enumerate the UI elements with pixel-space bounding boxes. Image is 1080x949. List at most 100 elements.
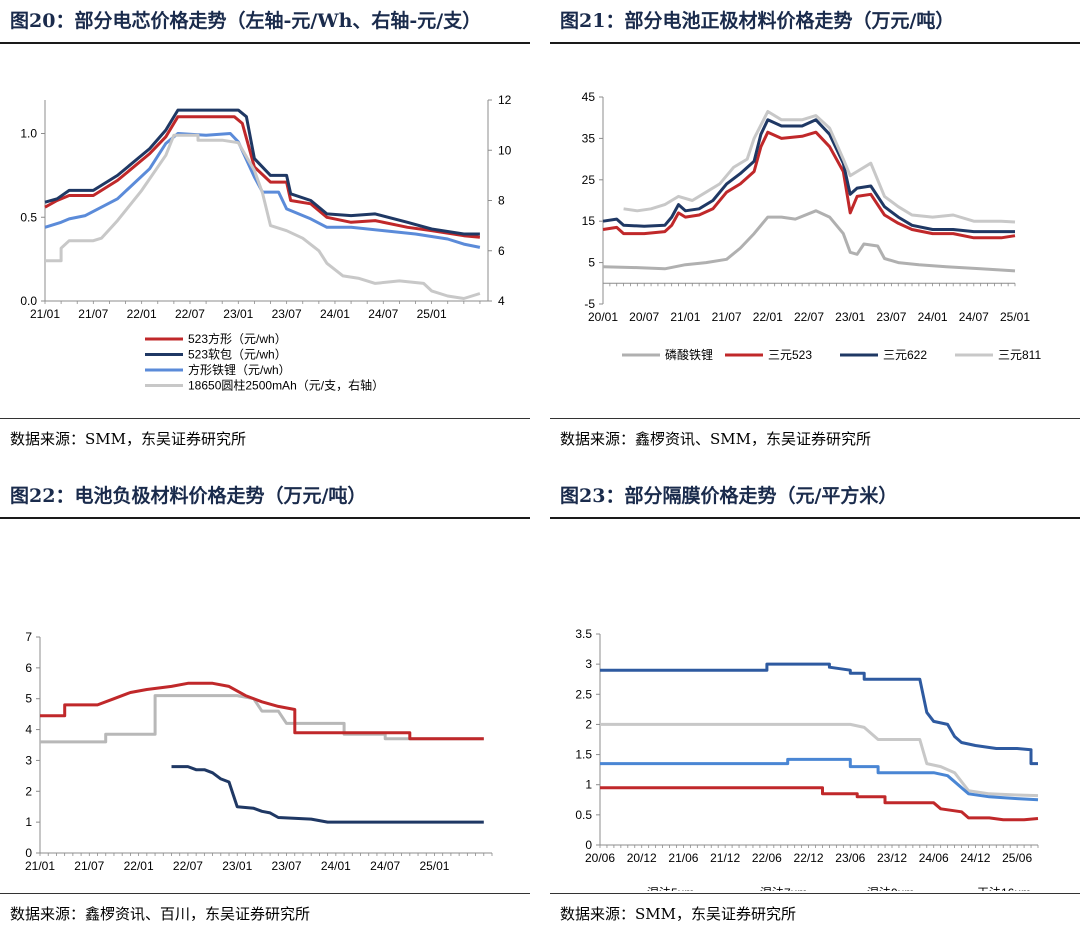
- title-rule: [550, 517, 1080, 519]
- legend-label-0: 523方形（元/wh）: [188, 331, 287, 346]
- series-line-0: [44, 115, 481, 239]
- chart-23-svg: 20/06 20/12 21/06 21/12 22/06 22/12 23/06 23/12…: [575, 627, 1039, 891]
- y-tick-label: 2: [585, 717, 592, 731]
- legend-label-3: 干法16um: [977, 886, 1031, 891]
- y-right-tick-label: 12: [498, 93, 512, 107]
- x-tick-label: 22/07: [173, 859, 203, 873]
- series-line-3: [600, 786, 1039, 822]
- x-tick-label: 21/01: [25, 859, 55, 873]
- x-tick-label: 22/01: [127, 307, 157, 321]
- y-right-tick-label: 4: [498, 294, 505, 308]
- x-tick-label: 22/01: [753, 310, 783, 324]
- legend-label-1: 523软包（元/wh）: [188, 348, 287, 362]
- source-rule: [550, 893, 1080, 894]
- y-tick-label: 5: [25, 692, 32, 706]
- legend-label-1: 湿法7um: [760, 885, 807, 891]
- chart-source: 数据来源：鑫椤资讯、SMM，东吴证券研究所: [560, 430, 871, 448]
- x-tick-label: 20/07: [629, 310, 659, 324]
- y-tick-label: 35: [582, 131, 596, 145]
- x-tick-label: 24/07: [959, 310, 989, 324]
- y-tick-label: 1: [585, 778, 592, 792]
- x-tick-label: 24/12: [960, 851, 990, 865]
- x-tick-label: 24/01: [918, 310, 948, 324]
- legend-label-2: 方形铁锂（元/wh）: [188, 362, 291, 377]
- y-tick-label: 4: [25, 723, 32, 737]
- chart-22-svg: 21/01 21/07 22/01 22/07 23/01 23/07 24/01 24/07…: [25, 630, 493, 873]
- y-right-tick-label: 8: [498, 194, 505, 208]
- y-tick-label: 7: [25, 630, 32, 644]
- x-tick-label: 20/01: [588, 310, 618, 324]
- x-tick-label: 21/01: [670, 310, 700, 324]
- x-tick-label: 21/07: [78, 307, 108, 321]
- x-tick-label: 24/06: [919, 851, 949, 865]
- chart-panel-20: 图20：部分电芯价格走势（左轴-元/Wh、右轴-元/支） 21/01 21/07 2…: [0, 0, 530, 474]
- x-tick-label: 21/07: [712, 310, 742, 324]
- x-tick-label: 25/06: [1002, 851, 1032, 865]
- x-tick-label: 23/07: [272, 307, 302, 321]
- y-tick-label: 1.5: [575, 748, 592, 762]
- chart-source: 数据来源：SMM，东吴证券研究所: [10, 430, 246, 448]
- x-tick-label: 21/06: [668, 851, 698, 865]
- y-tick-label: 1.0: [20, 127, 37, 141]
- y-tick-label: 0.5: [20, 210, 37, 224]
- series-line-3: [45, 133, 481, 300]
- x-tick-label: 25/01: [1000, 310, 1030, 324]
- legend-label-2: 湿法9um: [867, 885, 914, 891]
- y-tick-label: 0: [585, 838, 592, 852]
- source-rule: [0, 418, 530, 419]
- y-tick-label: 15: [582, 214, 596, 228]
- chart-20-svg: 21/01 21/07 22/01 22/07 23/01 23/07 24/01 24/07…: [20, 93, 512, 393]
- y-tick-label: 0.5: [575, 808, 592, 822]
- legend-label-3: 三元811: [998, 348, 1041, 362]
- legend-label-0: 磷酸铁锂: [665, 347, 713, 362]
- y-tick-label: 2.5: [575, 687, 592, 701]
- x-tick-label: 21/12: [710, 851, 740, 865]
- x-tick-label: 23/01: [223, 307, 253, 321]
- series-line-1: [44, 108, 480, 236]
- x-tick-label: 23/07: [876, 310, 906, 324]
- legend-label-0: 湿法5um: [647, 885, 694, 891]
- legend-label-2: 三元622: [883, 348, 927, 362]
- x-tick-label: 23/01: [222, 859, 252, 873]
- y-tick-label: 0.0: [20, 294, 37, 308]
- x-tick-label: 21/01: [30, 307, 60, 321]
- title-rule: [0, 42, 530, 44]
- series-line-1: [40, 681, 484, 741]
- x-tick-label: 20/06: [585, 851, 615, 865]
- chart-source: 数据来源：鑫椤资讯、百川，东吴证券研究所: [10, 905, 311, 923]
- chart-title: 图21：部分电池正极材料价格走势（万元/吨）: [560, 10, 955, 32]
- y-tick-label: 5: [588, 256, 595, 270]
- y-right-tick-label: 6: [498, 244, 505, 258]
- series-line-1: [602, 130, 1016, 240]
- series-line-2: [44, 132, 481, 249]
- x-tick-label: 22/12: [794, 851, 824, 865]
- x-tick-label: 21/07: [74, 859, 104, 873]
- x-tick-label: 22/07: [794, 310, 824, 324]
- chart-title: 图23：部分隔膜价格走势（元/平方米）: [560, 485, 898, 507]
- x-tick-label: 20/12: [627, 851, 657, 865]
- series-line-0: [600, 662, 1038, 766]
- legend-label-3: 18650圆柱2500mAh（元/支，右轴）: [188, 378, 384, 393]
- y-tick-label: 3: [585, 657, 592, 671]
- series-line-0: [40, 694, 484, 744]
- x-tick-label: 24/07: [368, 307, 398, 321]
- series-line-2: [171, 765, 484, 824]
- x-tick-label: 24/01: [320, 307, 350, 321]
- chart-panel-21: 图21：部分电池正极材料价格走势（万元/吨） 20/01 20/07 21/01 21…: [550, 0, 1080, 474]
- x-tick-label: 24/07: [370, 859, 400, 873]
- legend-label-1: 三元523: [768, 348, 812, 362]
- y-tick-label: 45: [582, 90, 596, 104]
- chart-title: 图20：部分电芯价格走势（左轴-元/Wh、右轴-元/支）: [10, 10, 482, 32]
- y-tick-label: -5: [584, 297, 595, 311]
- x-tick-label: 25/01: [419, 859, 449, 873]
- y-tick-label: 6: [25, 661, 32, 675]
- x-tick-label: 23/01: [835, 310, 865, 324]
- chart-panel-23: 图23：部分隔膜价格走势（元/平方米） 20/06 20/12 21/06 21/12…: [550, 475, 1080, 949]
- source-rule: [0, 893, 530, 894]
- x-tick-label: 22/07: [175, 307, 205, 321]
- y-tick-label: 2: [25, 784, 32, 798]
- y-right-tick-label: 10: [498, 143, 512, 157]
- y-tick-label: 3: [25, 753, 32, 767]
- y-tick-label: 3.5: [575, 627, 592, 641]
- series-line-3: [623, 110, 1016, 224]
